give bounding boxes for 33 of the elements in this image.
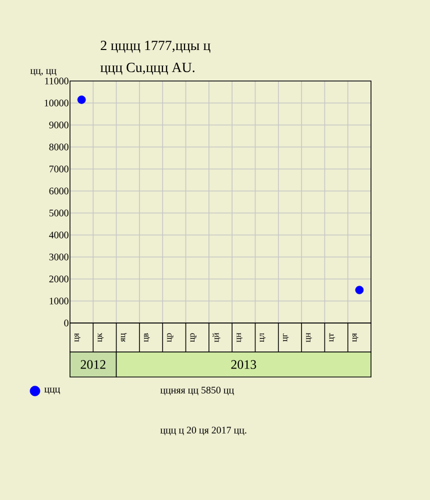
x-tick-label: яц <box>120 333 127 342</box>
y-tick-label: 8000 <box>49 144 68 150</box>
x-tick-label: ця <box>352 333 358 342</box>
chart-subtitle: ццц Cu,ццц AU. <box>100 62 194 75</box>
x-tick-label: цл <box>260 333 266 342</box>
legend-label: ццц <box>44 388 60 394</box>
x-tick-label: ця <box>74 333 80 342</box>
y-tick-label: 3000 <box>49 254 68 260</box>
y-tick-label: 4000 <box>49 232 68 238</box>
text: 2012 <box>80 360 106 369</box>
y-tick-label: 2000 <box>49 276 68 282</box>
y-tick-label: 9000 <box>49 122 68 128</box>
x-tick-label: цг <box>283 333 289 342</box>
x-tick-label: цр <box>167 333 174 342</box>
x-tick-label: цй <box>212 332 220 342</box>
x-tick-label: цн <box>236 332 243 342</box>
y-tick-label: 6000 <box>49 188 68 194</box>
y-tick-label: 7000 <box>50 166 68 172</box>
text: ццц ц 20 ця 2017 цц. <box>160 426 246 436</box>
y-tick-label: 1000 <box>50 298 68 304</box>
y-tick-label: 0 <box>64 320 68 326</box>
y-tick-label: 10000 <box>44 100 68 106</box>
chart-title: 2 цццц 1777,ццы ц <box>100 40 210 53</box>
y-tick-label: 5000 <box>49 210 68 216</box>
x-tick-label: цр <box>190 333 196 342</box>
x-tick-label: цк <box>98 332 104 342</box>
text: ццняя цц 5850 цц <box>160 386 234 396</box>
y-axis-title: цц, цц <box>30 69 56 76</box>
x-tick-label: цт <box>329 333 336 342</box>
x-tick-label: цн <box>306 332 312 342</box>
text: 2013 <box>231 360 256 369</box>
x-tick-label: цв <box>144 333 150 342</box>
y-tick-label: 11000 <box>45 78 68 84</box>
